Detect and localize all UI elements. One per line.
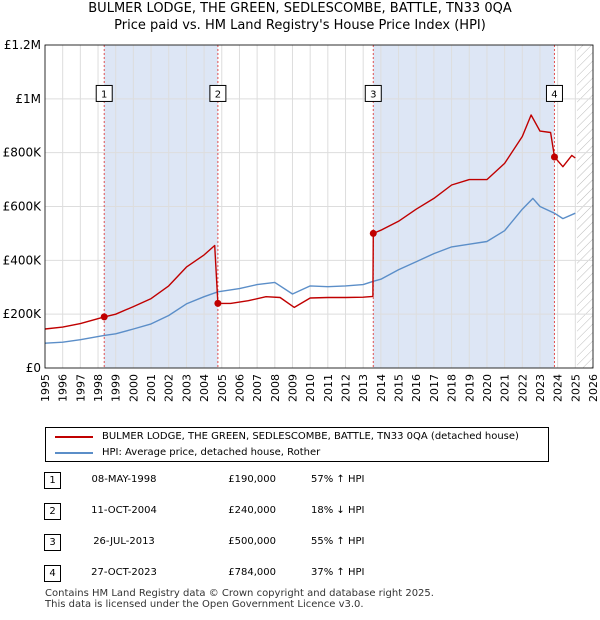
x-tick-label: 2002 — [163, 374, 176, 402]
legend: BULMER LODGE, THE GREEN, SEDLESCOMBE, BA… — [45, 427, 549, 462]
sale-date: 11-OCT-2004 — [91, 505, 157, 516]
x-tick-label: 2021 — [499, 374, 512, 402]
price-chart: 1 2 3 4 £0 £200K £400K £600K £800K £1M £1.2M 1995 1… — [3, 38, 600, 402]
sale-number: 2 — [44, 503, 61, 520]
chart-subtitle: Price paid vs. HM Land Registry's House … — [114, 18, 486, 33]
sale-price: £500,000 — [228, 536, 276, 547]
sale-number: 1 — [44, 472, 61, 489]
x-tick-label: 1999 — [110, 374, 123, 402]
x-tick-label: 1995 — [39, 374, 52, 402]
sale-label-box — [364, 84, 382, 102]
x-tick-label: 2020 — [481, 374, 494, 402]
y-tick-label: £1M — [15, 92, 41, 106]
legend-item-hpi: HPI: Average price, detached house, Roth… — [46, 445, 548, 461]
x-tick-label: 2015 — [393, 374, 406, 402]
x-tick-label: 2006 — [233, 374, 246, 402]
x-tick-label: 2024 — [552, 374, 565, 402]
x-tick-label: 1996 — [57, 374, 70, 402]
sale-point — [369, 229, 377, 237]
property-series-line — [45, 114, 576, 330]
x-tick-label: 2014 — [375, 374, 388, 402]
legend-swatch-hpi — [55, 452, 93, 454]
x-tick-label: 2022 — [516, 374, 529, 402]
sale-hpi-diff: 18% ↓ HPI — [311, 505, 365, 516]
x-tick-label: 1998 — [92, 374, 105, 402]
sale-price: £784,000 — [228, 567, 276, 578]
hpi-series-line — [45, 197, 576, 344]
sale-label: 1 — [101, 89, 107, 100]
sale-label-box — [545, 84, 563, 102]
sale-number: 4 — [44, 565, 61, 582]
y-tick-label: £1.2M — [4, 38, 41, 52]
legend-swatch-property — [55, 436, 93, 438]
sale-hpi-diff: 37% ↑ HPI — [311, 567, 365, 578]
sale-price: £190,000 — [228, 474, 276, 485]
sale-label: 4 — [551, 89, 557, 100]
sale-number: 3 — [44, 534, 61, 551]
sale-label: 2 — [215, 89, 221, 100]
y-tick-label: £800K — [3, 146, 43, 160]
x-tick-label: 2000 — [127, 374, 140, 402]
sale-label: 3 — [370, 89, 376, 100]
sale-label-box — [209, 84, 227, 102]
x-tick-label: 2025 — [569, 374, 582, 402]
x-tick-label: 2011 — [322, 374, 335, 402]
x-tick-label: 2003 — [180, 374, 193, 402]
x-tick-label: 2018 — [446, 374, 459, 402]
chart-title-main: BULMER LODGE, THE GREEN, SEDLESCOMBE, BA… — [88, 1, 512, 16]
x-tick-label: 1997 — [74, 374, 87, 402]
sale-date: 27-OCT-2023 — [91, 567, 157, 578]
sale-point — [550, 153, 558, 161]
footer-licence: This data is licensed under the Open Gov… — [45, 599, 364, 610]
chart-title: BULMER LODGE, THE GREEN, SEDLESCOMBE, BA… — [0, 0, 600, 34]
x-tick-label: 2007 — [251, 374, 264, 402]
y-tick-label: £200K — [3, 307, 43, 321]
y-tick-label: £0 — [26, 361, 41, 375]
x-tick-label: 2005 — [216, 374, 229, 402]
x-tick-label: 2009 — [286, 374, 299, 402]
x-tick-label: 2017 — [428, 374, 441, 402]
x-tick-label: 2026 — [587, 374, 600, 402]
legend-item-property: BULMER LODGE, THE GREEN, SEDLESCOMBE, BA… — [46, 429, 548, 445]
legend-label-property: BULMER LODGE, THE GREEN, SEDLESCOMBE, BA… — [102, 431, 519, 442]
x-tick-label: 2010 — [304, 374, 317, 402]
x-tick-label: 2012 — [340, 374, 353, 402]
sale-label-box — [95, 84, 113, 102]
sale-hpi-diff: 55% ↑ HPI — [311, 536, 365, 547]
legend-label-hpi: HPI: Average price, detached house, Roth… — [102, 447, 321, 458]
footer-copyright: Contains HM Land Registry data © Crown c… — [45, 588, 434, 599]
sale-point — [214, 299, 222, 307]
sale-date: 26-JUL-2013 — [93, 536, 155, 547]
sale-hpi-diff: 57% ↑ HPI — [311, 474, 365, 485]
sale-point — [100, 313, 108, 321]
x-tick-label: 2008 — [269, 374, 282, 402]
plot-frame — [44, 44, 594, 369]
y-tick-label: £600K — [3, 200, 43, 214]
x-tick-label: 2019 — [463, 374, 476, 402]
sale-date: 08-MAY-1998 — [91, 474, 157, 485]
x-tick-label: 2001 — [145, 374, 158, 402]
sale-price: £240,000 — [228, 505, 276, 516]
x-tick-label: 2004 — [198, 374, 211, 402]
x-tick-label: 2013 — [357, 374, 370, 402]
y-tick-label: £400K — [3, 253, 43, 267]
x-tick-label: 2023 — [534, 374, 547, 402]
footer: Contains HM Land Registry data © Crown c… — [45, 588, 434, 610]
x-tick-label: 2016 — [410, 374, 423, 402]
